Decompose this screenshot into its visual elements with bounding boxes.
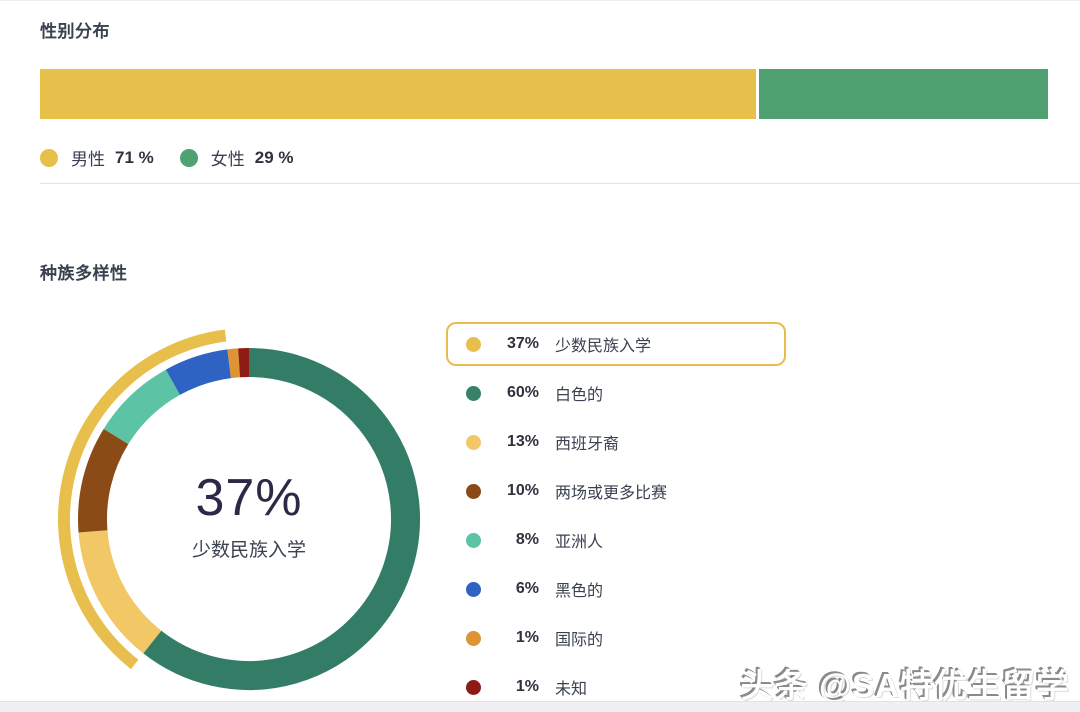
donut-segment-西班牙裔[interactable] <box>78 529 162 654</box>
legend-color-dot <box>466 532 481 548</box>
legend-label: 两场或更多比赛 <box>555 485 668 502</box>
legend-label: 国际的 <box>555 632 604 649</box>
legend-label: 少数民族入学 <box>555 338 652 355</box>
female-value: 29 % <box>254 147 294 167</box>
legend-percent: 37% <box>506 335 539 352</box>
gender-legend: 男性 71 % 女性 29 % <box>40 145 294 170</box>
section-divider <box>40 183 1080 184</box>
legend-percent: 1% <box>515 629 539 646</box>
legend-label: 未知 <box>555 681 588 698</box>
minority-highlight-arc <box>58 329 227 670</box>
donut-chart <box>58 329 420 690</box>
legend-color-dot <box>466 581 481 597</box>
diversity-legend-row[interactable]: 60% 白色的 <box>446 371 786 415</box>
male-value: 71 % <box>115 147 154 167</box>
watermark-text: 头条 @SA特优生留学 <box>740 667 1070 704</box>
legend-label: 白色的 <box>555 387 604 404</box>
legend-percent: 6% <box>515 580 539 597</box>
bottom-strip <box>0 701 1080 712</box>
diversity-legend: 37% 少数民族入学 60% 白色的 13% 西班牙裔 10% 两场或更多比赛 8% 亚洲人 6% 黑… <box>446 322 786 712</box>
donut-segment-亚洲人[interactable] <box>103 369 181 445</box>
diversity-legend-row[interactable]: 13% 西班牙裔 <box>446 420 786 464</box>
female-label: 女性 <box>210 150 245 169</box>
diversity-legend-row[interactable]: 37% 少数民族入学 <box>446 322 786 366</box>
diversity-legend-row[interactable]: 10% 两场或更多比赛 <box>446 469 786 513</box>
legend-label: 亚洲人 <box>555 534 604 551</box>
legend-color-dot <box>466 483 481 499</box>
legend-color-dot <box>466 336 481 352</box>
donut-segment-黑色的[interactable] <box>165 349 232 396</box>
gender-bar-male-segment[interactable] <box>40 69 756 119</box>
male-label: 男性 <box>71 150 105 169</box>
legend-label: 西班牙裔 <box>555 436 620 453</box>
legend-color-dot <box>466 385 481 401</box>
legend-color-dot <box>466 630 481 646</box>
legend-percent: 13% <box>506 433 539 450</box>
legend-percent: 8% <box>515 531 539 548</box>
gender-legend-item-male[interactable]: 男性 71 % <box>40 145 154 170</box>
legend-percent: 10% <box>506 482 539 499</box>
gender-stacked-bar <box>40 69 1048 119</box>
donut-segment-两场或更多比赛[interactable] <box>78 428 129 533</box>
legend-percent: 60% <box>506 384 539 401</box>
diversity-legend-row[interactable]: 1% 国际的 <box>446 616 786 660</box>
donut-segment-国际的[interactable] <box>227 348 241 379</box>
diversity-section-title: 种族多样性 <box>40 264 128 283</box>
gender-bar-female-segment[interactable] <box>758 69 1048 119</box>
female-color-dot <box>179 148 198 167</box>
legend-label: 黑色的 <box>555 583 604 600</box>
legend-color-dot <box>466 434 481 450</box>
donut-segment-白色的[interactable] <box>143 348 420 690</box>
diversity-legend-row[interactable]: 8% 亚洲人 <box>446 518 786 562</box>
gender-legend-item-female[interactable]: 女性 29 % <box>179 145 294 170</box>
male-color-dot <box>40 148 58 167</box>
legend-color-dot <box>466 679 481 695</box>
legend-percent: 1% <box>515 678 539 695</box>
gender-section-title: 性别分布 <box>40 22 110 41</box>
diversity-legend-row[interactable]: 6% 黑色的 <box>446 567 786 611</box>
